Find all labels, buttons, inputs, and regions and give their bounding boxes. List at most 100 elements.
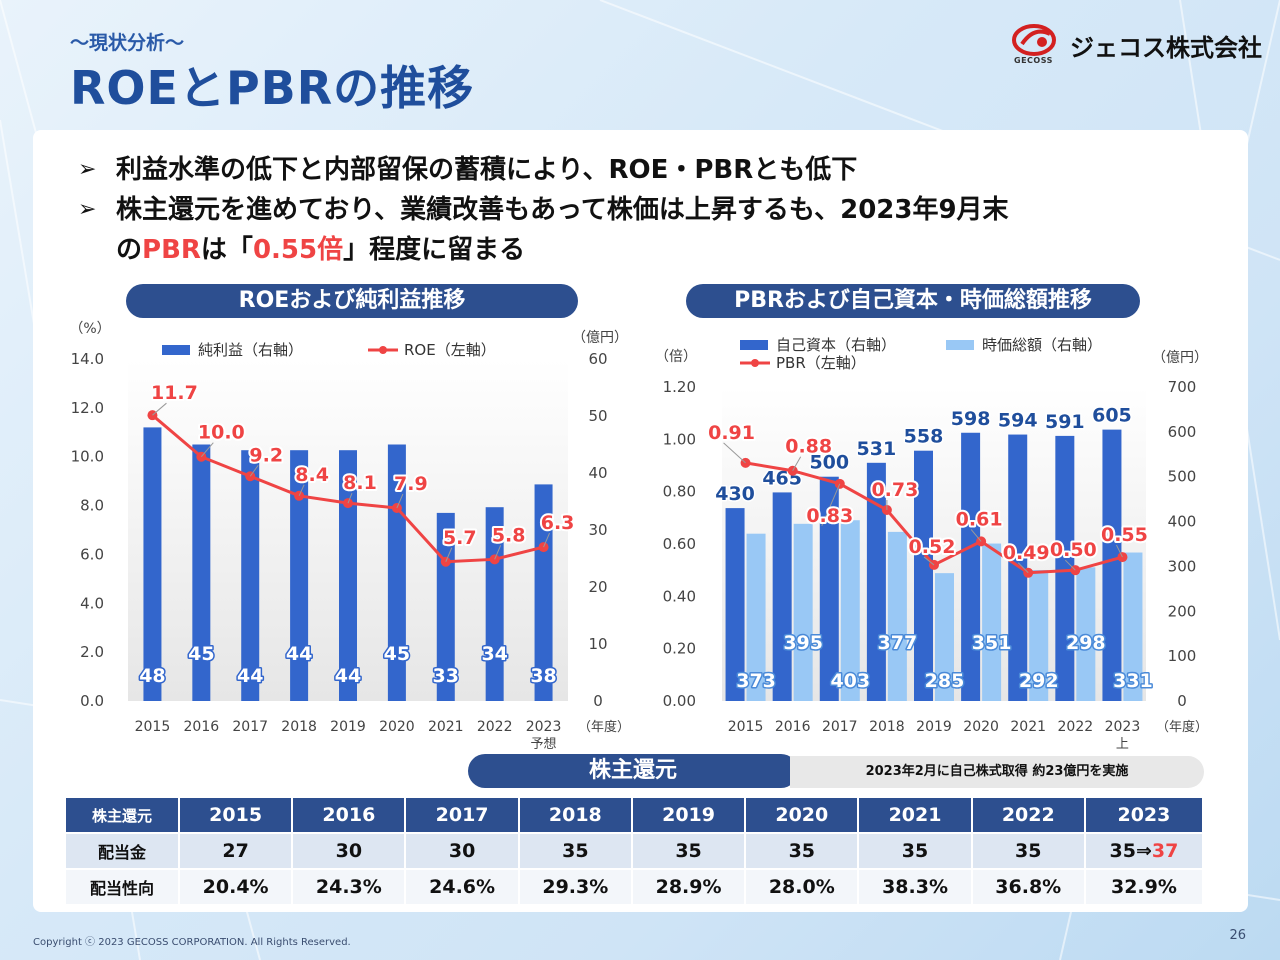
table-cell: 27 [177, 832, 294, 870]
bar [1123, 552, 1143, 701]
arrow-bullet-icon: ➢ [78, 157, 97, 182]
bar-data-label-outline: 558 [904, 426, 944, 448]
bar-data-label: 605 [1092, 405, 1132, 427]
bar [143, 427, 162, 701]
bullet-item: ➢ 利益水準の低下と内部留保の蓄積により、ROE・PBRとも低下 [78, 150, 1228, 190]
line-data-label-outline: 0.55 [1101, 524, 1148, 546]
bar [961, 432, 981, 701]
bar [1008, 434, 1028, 701]
bar-data-label-outline: 591 [1045, 411, 1085, 433]
table-cell: 35 [744, 832, 860, 870]
table-cell: 30 [291, 832, 407, 870]
x-axis-tick: 2020 [379, 719, 415, 735]
bar-data-label-outline: 403 [830, 670, 870, 692]
bar-data-label: 33 [433, 665, 459, 687]
right-axis-tick: 60 [588, 350, 607, 368]
plot-area [722, 387, 1146, 701]
bar-data-label: 395 [783, 632, 823, 654]
table-header-cell: 2018 [517, 796, 633, 834]
table-cell: 38.3% [857, 868, 973, 906]
right-axis-tick: 20 [588, 578, 607, 596]
line-data-label: 0.49 [1003, 542, 1050, 564]
x-axis-tick: 2018 [281, 719, 317, 735]
line-data-label-outline: 7.9 [394, 473, 428, 495]
right-axis-tick: 200 [1168, 602, 1197, 620]
label-leader [1115, 544, 1123, 558]
line-data-label-outline: 5.7 [443, 527, 477, 549]
line-data-label: 10.0 [198, 422, 245, 444]
arrow-bullet-icon: ➢ [78, 197, 97, 222]
table-cell: 24.3% [291, 868, 407, 906]
x-axis-tick: 2016 [775, 719, 811, 735]
right-axis-tick: 700 [1168, 378, 1197, 396]
bar [192, 444, 211, 701]
bullet-text-line1: 株主還元を進めており、業績改善もあって株価は上昇するも、2023年9月末 [116, 195, 1009, 225]
bar-data-label: 331 [1113, 670, 1153, 692]
legend-label: 純利益（右軸） [198, 341, 303, 359]
bullet-text-part: は「 [200, 235, 253, 265]
x-axis-tick: 2022 [477, 719, 513, 735]
shareholder-return-title: 株主還元 [468, 754, 798, 788]
label-leader [923, 556, 935, 566]
bar [1076, 567, 1096, 701]
bar [982, 543, 1002, 701]
line-data-label: 0.50 [1050, 539, 1097, 561]
bar-data-label-outline: 48 [139, 665, 165, 687]
bar-data-label: 598 [951, 408, 991, 430]
line-data-label: 5.8 [492, 524, 526, 546]
table-header-cell: 株主還元 [64, 796, 180, 834]
line-data-label-outline: 0.52 [909, 536, 956, 558]
line-data-label: 0.73 [871, 479, 918, 501]
row-label: 配当性向 [64, 868, 180, 906]
line-point [929, 559, 939, 570]
bar-data-label-outline: 531 [857, 438, 897, 460]
label-leader [200, 442, 214, 458]
bar-data-label: 44 [237, 665, 263, 687]
legend-bar-swatch [740, 340, 768, 350]
bar-data-label-outline: 292 [1019, 670, 1059, 692]
left-axis-tick: 0.0 [80, 692, 104, 710]
left-axis-tick: 6.0 [80, 545, 104, 563]
bar-data-label-outline: 430 [715, 483, 755, 505]
left-axis-tick: 0.60 [663, 535, 696, 553]
line-data-label-outline: 0.50 [1050, 539, 1097, 561]
legend-label: ROE（左軸） [404, 341, 496, 359]
bar-data-label-outline: 33 [433, 665, 459, 687]
table-cell: 28.9% [630, 868, 747, 906]
dividend-2023-base: 35⇒ [1109, 840, 1152, 862]
bar-data-label: 38 [530, 665, 556, 687]
label-leader [543, 532, 551, 548]
legend-label: 時価総額（右軸） [982, 336, 1102, 354]
x-axis-tick: 2023 [526, 719, 562, 735]
section-subtitle: 〜現状分析〜 [70, 32, 185, 54]
left-axis-tick: 1.20 [663, 378, 696, 396]
bar [1055, 435, 1075, 701]
roe-chart: 0.0 2.0 4.0 6.0 8.0 10.0 12.0 14.0 0 10 20 30 40 50 60… [69, 321, 630, 752]
table-cell: 29.3% [517, 868, 633, 906]
right-axis-tick: 300 [1168, 557, 1197, 575]
bullet-item: ➢ 株主還元を進めており、業績改善もあって株価は上昇するも、2023年9月末 の… [78, 190, 1228, 270]
bar-data-label: 44 [286, 643, 312, 665]
x-axis-tick: 2018 [869, 719, 905, 735]
table-header-row: 株主還元 2015 2016 2017 2018 2019 2020 2021 … [64, 796, 1205, 834]
bar-data-label: 34 [481, 643, 507, 665]
line-data-label: 9.2 [249, 444, 283, 466]
bullet-text-part: の [116, 235, 143, 265]
bar [339, 450, 357, 701]
line-data-label: 5.7 [443, 527, 477, 549]
right-axis-tick: 100 [1168, 647, 1197, 665]
bullet-text-part: 」程度に留まる [343, 235, 526, 265]
bar-data-label: 292 [1019, 670, 1059, 692]
x-axis-unit: （年度） [1156, 719, 1208, 735]
line-data-label-outline: 11.7 [151, 382, 198, 404]
table-header-cell: 2022 [970, 796, 1086, 834]
left-axis-tick: 12.0 [71, 399, 104, 417]
line-data-label: 8.4 [295, 464, 329, 486]
line-data-label: 7.9 [394, 473, 428, 495]
label-leader [792, 456, 802, 471]
bar-data-label: 591 [1045, 411, 1085, 433]
label-leader [347, 492, 353, 504]
bar-data-label-outline: 594 [998, 410, 1038, 432]
label-leader [821, 483, 841, 527]
line-data-label: 6.3 [541, 512, 575, 534]
